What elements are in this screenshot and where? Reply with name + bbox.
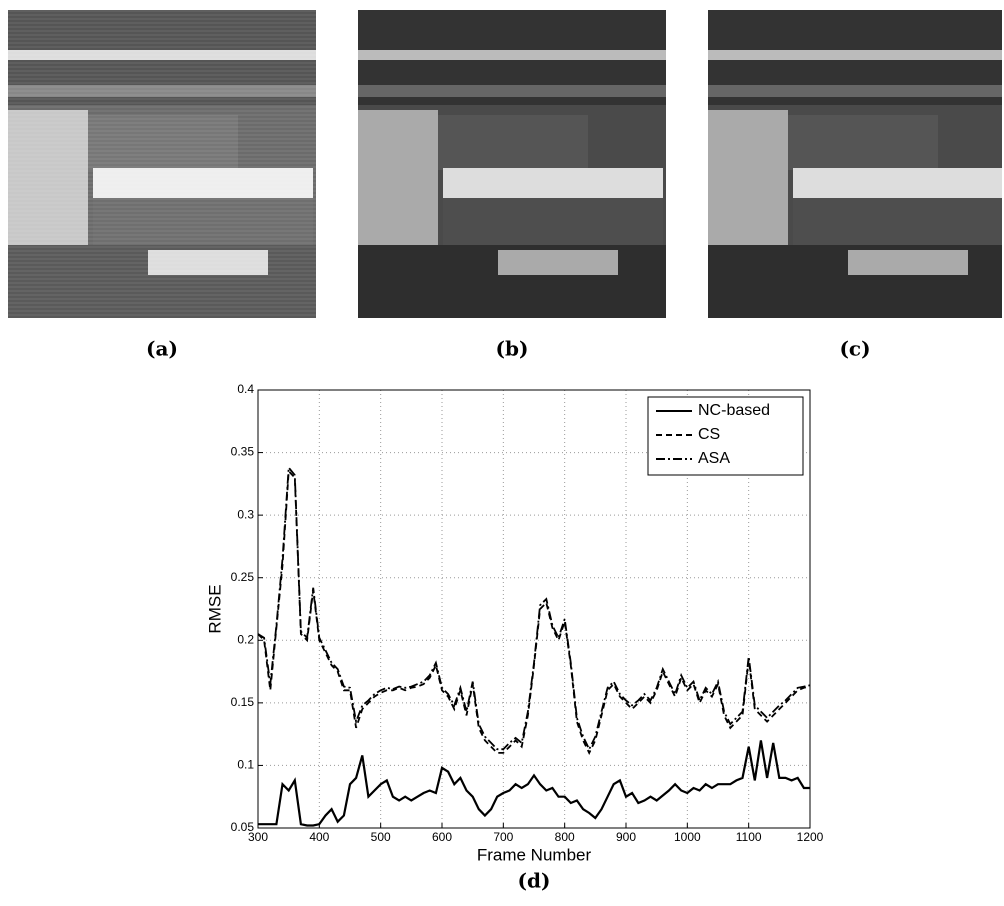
x-tick-label: 400 [309,830,329,844]
x-tick-label: 300 [248,830,268,844]
caption: (c) [839,337,870,361]
caption: (a) [146,337,178,361]
series-line [257,469,811,755]
x-tick-label: 700 [493,830,513,844]
photo-a [8,10,316,318]
x-tick-label: 1100 [736,830,762,844]
x-tick-label: 1000 [674,830,701,844]
legend-label: ASA [698,450,730,467]
y-tick-label: 0.2 [237,632,254,646]
y-tick-label: 0.35 [231,445,255,459]
y-tick-label: 0.25 [231,570,255,584]
x-axis-label: Frame Number [477,845,592,864]
x-tick-label: 500 [371,830,391,844]
y-tick-label: 0.05 [231,820,255,834]
x-tick-label: 800 [555,830,575,844]
x-tick-label: 1200 [797,830,824,844]
y-tick-label: 0.1 [237,758,254,772]
x-tick-label: 900 [616,830,636,844]
caption: (d) [518,869,551,893]
line-chart: 300 400 500 600 700 800 900 1000 1100 1200 0.05 0.1… [205,382,823,864]
y-tick-label: 0.15 [231,695,255,709]
series-line [257,465,811,752]
x-tick-label: 600 [432,830,452,844]
y-tick-label: 0.4 [237,382,254,396]
legend-label: CS [698,426,720,443]
y-tick-label: 0.3 [237,507,254,521]
plot-frame [257,389,811,829]
photo-b [358,10,666,318]
series-line [258,740,810,827]
photo-c [708,10,1002,318]
y-axis-label: RMSE [205,584,224,633]
legend-label: NC-based [698,402,770,419]
caption: (b) [496,337,529,361]
